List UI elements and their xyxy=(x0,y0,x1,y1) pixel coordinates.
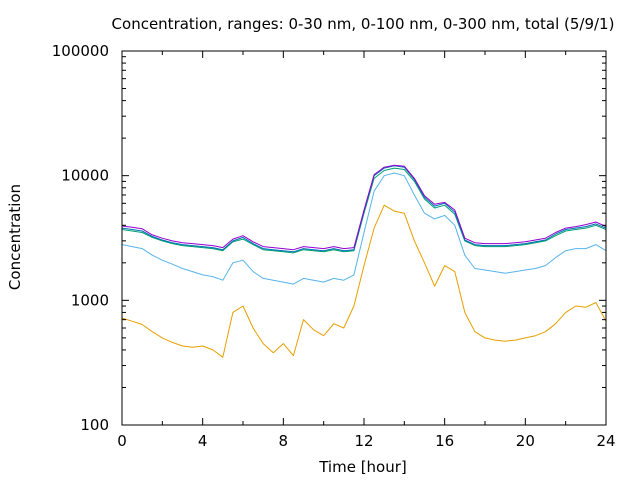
series-line-2 xyxy=(121,172,607,285)
series-line-3 xyxy=(121,167,607,254)
series-layer xyxy=(121,164,607,358)
x-axis-label: Time [hour] xyxy=(318,458,407,476)
ticks-layer: 0 4 8 12 16 20 24 100 1000 10000 100000 xyxy=(52,42,616,450)
y-tick-label: 1000 xyxy=(71,291,109,309)
y-tick-label: 100 xyxy=(80,416,109,434)
y-tick-label: 10000 xyxy=(61,167,109,185)
x-tick-label: 4 xyxy=(198,432,208,450)
x-tick-label: 24 xyxy=(596,432,615,450)
plot-frame xyxy=(121,50,607,426)
x-tick-label: 0 xyxy=(117,432,127,450)
x-tick-label: 20 xyxy=(516,432,535,450)
x-tick-label: 8 xyxy=(279,432,289,450)
x-tick-label: 12 xyxy=(354,432,373,450)
y-axis-label: Concentration xyxy=(6,184,24,290)
series-line-1 xyxy=(121,204,607,358)
chart-title: Concentration, ranges: 0-30 nm, 0-100 nm… xyxy=(112,15,615,33)
series-line-5 xyxy=(121,164,607,251)
x-tick-label: 16 xyxy=(435,432,454,450)
y-tick-label: 100000 xyxy=(52,42,109,60)
